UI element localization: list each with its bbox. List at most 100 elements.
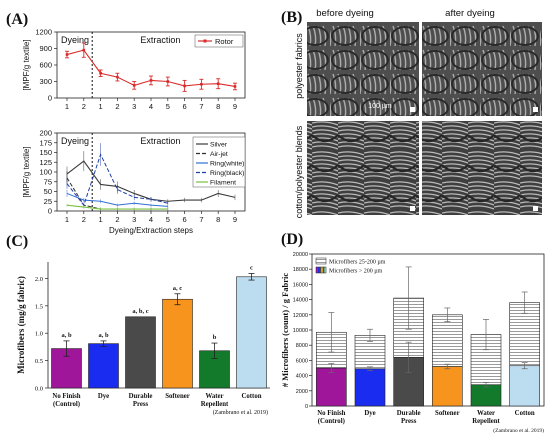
scale-bar <box>533 206 538 211</box>
legend-label: Air-jet <box>210 151 228 158</box>
category-label: Durable <box>129 393 153 400</box>
x-tick-label: 7 <box>199 215 203 224</box>
bar-3 <box>162 298 193 389</box>
x-tick-label: 1 <box>99 215 103 224</box>
legend-label: Ring(white) <box>210 161 244 168</box>
sem-blend-after <box>422 121 542 215</box>
panel-label-a: (A) <box>6 11 28 28</box>
x-tick-label: 7 <box>199 102 203 111</box>
category-label: Water <box>205 393 223 400</box>
sem-blend-before <box>307 121 419 215</box>
citation-note: (Zambrano et al. 2019) <box>213 409 268 416</box>
x-tick-label: 6 <box>183 102 187 111</box>
col-label-before: before dyeing <box>316 8 374 19</box>
y-tick-label: 0.0 <box>35 386 43 393</box>
x-tick-label: 1 <box>65 215 69 224</box>
y-tick-label: 2000 <box>296 389 308 395</box>
x-tick-label: 2 <box>115 215 119 224</box>
bar-lower-3 <box>432 366 463 407</box>
y-tick-label: 0 <box>48 94 52 103</box>
series-line-rotor <box>83 49 236 87</box>
y-tick-label: 0.5 <box>35 358 43 365</box>
legend-label: Ring(black) <box>210 170 244 177</box>
row-label-blend: cotton/polyester blends <box>294 125 304 218</box>
row-label-polyester: polyester fabrics <box>294 33 304 99</box>
bar-lower-1 <box>354 368 386 407</box>
y-tick-label: 200 <box>39 129 52 138</box>
sem-poly-before <box>307 22 419 116</box>
category-label: Press <box>401 418 417 425</box>
category-label: Repellent <box>472 418 500 425</box>
category-label: Press <box>133 401 149 408</box>
y-tick-label: 8000 <box>296 343 308 349</box>
y-tick-label: 12000 <box>293 313 308 319</box>
data-point-rotor <box>82 48 86 52</box>
scale-bar <box>410 107 415 112</box>
x-tick-label: 9 <box>233 215 237 224</box>
category-label: No Finish <box>317 410 345 417</box>
significance-letter: a, b, c <box>132 308 148 315</box>
panel-label-c: (C) <box>6 233 28 250</box>
bar-2 <box>125 316 156 389</box>
citation-note: (Zambrano et al. 2019) <box>493 427 544 434</box>
legend-swatch-large <box>322 267 325 273</box>
section-dyeing: Dyeing <box>61 136 89 146</box>
legend-swatch-small <box>315 257 327 265</box>
x-tick-label: 5 <box>166 215 170 224</box>
category-label: Durable <box>397 410 421 417</box>
x-tick-label: 8 <box>216 215 220 224</box>
y-tick-label: 18000 <box>293 267 308 273</box>
legend-swatch-large <box>319 267 322 273</box>
y-axis-label: Microfibers (mg/g fabric) <box>16 276 26 374</box>
y-tick-label: 0 <box>48 207 52 216</box>
series-line-rotor <box>66 49 84 56</box>
category-label: Dye <box>364 410 375 417</box>
y-tick-label: 50 <box>44 187 52 196</box>
legend-swatch-large <box>324 267 327 273</box>
x-tick-label: 2 <box>82 102 86 111</box>
x-tick-label: 3 <box>132 102 136 111</box>
category-label: Softener <box>435 410 460 417</box>
y-axis-label: [MPF/g textile] <box>22 39 31 90</box>
category-label: (Control) <box>318 418 345 425</box>
y-tick-label: 75 <box>44 177 52 186</box>
legend-label: Silver <box>210 142 228 149</box>
y-tick-label: 1.0 <box>35 331 43 338</box>
x-tick-label: 4 <box>149 102 153 111</box>
y-tick-label: 2.0 <box>35 276 43 283</box>
x-tick-label: 2 <box>82 215 86 224</box>
scale-bar <box>410 206 415 211</box>
section-extraction: Extraction <box>140 136 180 146</box>
bar-5 <box>236 276 267 389</box>
legend-swatch-frame <box>315 266 327 274</box>
legend-label-rotor: Rotor <box>215 37 234 46</box>
legend-box <box>192 136 246 188</box>
legend-label-large: Microfibers > 200 µm <box>329 268 383 275</box>
y-tick-label: 100 <box>39 168 52 177</box>
y-tick-label: 600 <box>39 61 52 70</box>
bar-lower-5 <box>509 365 540 407</box>
y-axis-label: [MPF/g textile] <box>22 146 31 197</box>
x-tick-label: 9 <box>233 102 237 111</box>
x-tick-label: 4 <box>149 215 153 224</box>
panel-label-d: (D) <box>281 231 303 248</box>
sem-poly-after <box>422 22 542 116</box>
significance-letter: c <box>250 265 253 272</box>
legend-label-small: Microfibers 25-200 µm <box>329 259 386 266</box>
category-label: Cotton <box>515 410 535 417</box>
legend-swatch-large <box>316 267 318 273</box>
y-tick-label: 10000 <box>293 328 308 334</box>
x-tick-label: 2 <box>115 102 119 111</box>
y-tick-label: 4000 <box>296 374 308 380</box>
bar-lower-4 <box>470 384 502 407</box>
y-tick-label: 25 <box>44 197 52 206</box>
category-label: Dye <box>98 393 109 400</box>
category-label: Water <box>477 410 495 417</box>
y-tick-label: 1.5 <box>35 303 43 310</box>
legend-marker-rotor <box>203 39 207 43</box>
category-label: No Finish <box>52 393 80 400</box>
section-extraction: Extraction <box>140 35 180 45</box>
category-label: Softener <box>165 393 190 400</box>
